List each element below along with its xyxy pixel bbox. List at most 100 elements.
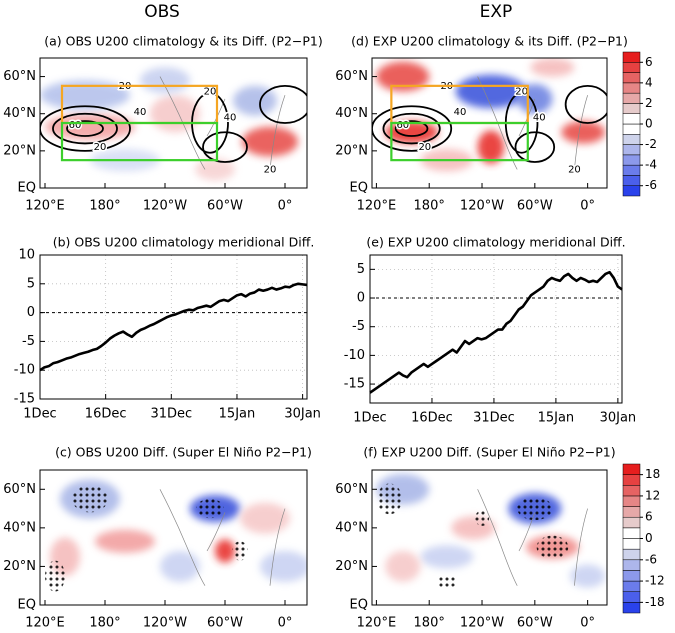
colorbar-label: -2 — [645, 137, 657, 151]
panel-title: (e) EXP U200 climatology meridional Diff… — [366, 235, 625, 250]
map-field — [376, 473, 606, 588]
stippling — [196, 498, 224, 519]
x-tick-label: 30Jan — [600, 411, 637, 426]
shading — [260, 551, 307, 582]
colorbar-cell — [622, 51, 641, 63]
colorbar-label: -4 — [645, 158, 657, 172]
frame — [371, 57, 608, 189]
coastline — [477, 489, 588, 586]
colorbar-cell — [622, 570, 641, 582]
colorbar-label: 4 — [645, 75, 653, 89]
y-tick-label: 60°N — [3, 69, 36, 84]
frame — [39, 469, 308, 606]
contour-label: 20 — [418, 142, 431, 153]
contour-label: 40 — [454, 107, 467, 118]
y-tick-label: 5 — [27, 276, 35, 291]
x-tick-label: 15Jan — [219, 407, 256, 422]
contour-label: 20 — [264, 164, 277, 175]
colorbar-cell — [622, 154, 641, 166]
colorbar-cell — [622, 72, 641, 84]
x-tick-label: 120°E — [25, 616, 65, 631]
column-header: EXP — [480, 2, 513, 22]
contour-label: 20 — [204, 86, 217, 97]
contour — [372, 105, 453, 152]
contour — [40, 105, 131, 152]
colorbar-cell — [622, 495, 641, 507]
colorbar-cell — [622, 602, 641, 614]
frame — [39, 57, 308, 189]
panel-title: (c) OBS U200 Diff. (Super El Niño P2−P1) — [55, 445, 312, 460]
colorbar-cell — [622, 538, 641, 550]
colorbar-label: -6 — [645, 178, 657, 192]
y-tick-label: -5 — [22, 334, 35, 349]
shading — [420, 545, 474, 569]
contour-label: 20 — [515, 86, 528, 97]
shading — [477, 130, 505, 164]
y-tick-label: 20°N — [3, 143, 36, 158]
shading — [455, 74, 527, 109]
shading — [195, 158, 235, 181]
x-tick-label: 120°E — [357, 199, 397, 214]
stippling — [536, 535, 569, 559]
frame — [39, 254, 308, 400]
y-tick-label: -10 — [14, 363, 35, 378]
column-header: OBS — [144, 2, 180, 22]
y-tick-label: 40°N — [335, 106, 368, 121]
x-tick-label: 0° — [580, 199, 595, 214]
data-line — [39, 282, 308, 372]
colorbar-cell — [622, 527, 641, 539]
panel-title: (f) EXP U200 Diff. (Super El Niño P2−P1) — [363, 445, 615, 460]
x-tick-label: 60°W — [207, 616, 243, 631]
colorbar-cell — [622, 92, 641, 104]
y-tick-label: 10 — [18, 248, 35, 263]
contour-label: 20 — [568, 164, 581, 175]
x-tick-label: 0° — [278, 199, 293, 214]
y-tick-label: EQ — [350, 181, 368, 196]
x-tick-label: 1Dec — [23, 407, 56, 422]
x-tick-label: 1Dec — [353, 411, 386, 426]
x-tick-label: 120°W — [143, 199, 187, 214]
colorbar-cell — [622, 62, 641, 73]
contour-label: 60 — [69, 120, 82, 131]
x-tick-label: 15Jan — [538, 411, 575, 426]
colorbar-label: -12 — [645, 574, 665, 588]
colorbar-cell — [622, 548, 641, 561]
map-field — [45, 479, 307, 592]
y-tick-label: 60°N — [335, 482, 368, 497]
colorbar-label: -6 — [645, 552, 657, 566]
shading — [385, 121, 439, 144]
x-tick-label: 60°W — [517, 616, 553, 631]
x-tick-label: 31Dec — [473, 411, 515, 426]
y-tick-label: 40°N — [3, 106, 36, 121]
colorbar-cell — [622, 516, 641, 529]
colorbar-cell — [622, 580, 641, 592]
colorbar-cell — [622, 185, 641, 197]
x-tick-label: 120°W — [143, 616, 187, 631]
stippling — [474, 510, 490, 526]
colorbar-cell — [622, 474, 641, 486]
stippling — [72, 485, 108, 513]
colorbar-label: -18 — [645, 595, 665, 609]
x-tick-label: 30Jan — [284, 407, 321, 422]
contour — [514, 131, 556, 163]
x-tick-label: 180° — [414, 616, 445, 631]
shading — [376, 61, 430, 92]
x-tick-label: 180° — [414, 199, 445, 214]
panel-title: (a) OBS U200 climatology & its Diff. (P2… — [44, 34, 323, 49]
y-tick-label: 0 — [357, 291, 365, 306]
contour — [66, 120, 104, 137]
colorbar-cell — [622, 103, 641, 114]
y-tick-label: 20°N — [3, 559, 36, 574]
x-tick-label: 120°E — [357, 616, 397, 631]
colorbar-cell — [622, 144, 641, 156]
colorbar-label: 18 — [645, 467, 660, 481]
y-tick-label: EQ — [18, 181, 36, 196]
coastline — [159, 489, 286, 586]
colorbar-label: 2 — [645, 96, 653, 110]
x-tick-label: 16Dec — [85, 407, 127, 422]
colorbar-label: 6 — [645, 510, 653, 524]
panel-title: (b) OBS U200 climatology meridional Diff… — [53, 235, 315, 250]
contour — [382, 112, 441, 145]
y-tick-label: 60°N — [335, 69, 368, 84]
colorbar-cell — [622, 463, 641, 475]
